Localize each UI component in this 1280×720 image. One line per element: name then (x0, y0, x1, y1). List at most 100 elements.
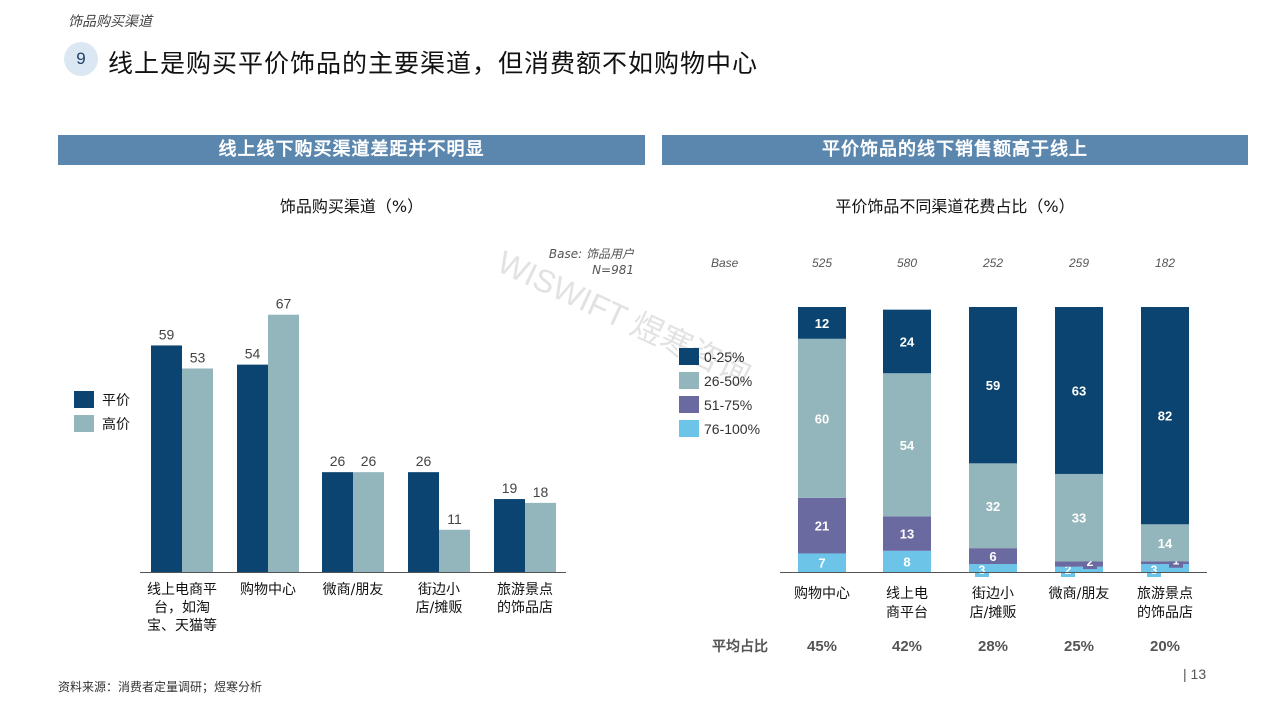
base-value: 252 (982, 256, 1003, 270)
segment-value-label: 13 (900, 527, 914, 542)
average-share-value: 25% (1064, 638, 1094, 655)
legend-swatch (74, 415, 94, 432)
bar-value-label: 67 (276, 296, 292, 312)
bar-value-label: 54 (245, 346, 261, 362)
bar-premium (439, 529, 470, 572)
segment-value-label: 7 (818, 556, 825, 571)
bar-affordable (151, 345, 182, 572)
segment-value-box (1147, 562, 1161, 577)
stack-segment (1055, 566, 1103, 572)
category-label: 微商/朋友 (1049, 586, 1110, 602)
stack-segment (969, 548, 1017, 565)
bar-premium (353, 472, 384, 572)
base-value: 182 (1155, 256, 1175, 270)
segment-value-label: 54 (900, 438, 915, 453)
category-label: 街边小店/摊贩 (970, 586, 1017, 621)
legend-label: 0-25% (704, 349, 744, 365)
stack-segment (798, 553, 846, 572)
stack-segment (1141, 564, 1189, 572)
segment-value-label: 8 (903, 554, 910, 569)
segment-value-label: 2 (1065, 563, 1072, 577)
stack-segment (1055, 473, 1103, 562)
stack-segment (883, 550, 931, 572)
legend-label: 平价 (102, 393, 130, 409)
right-section-banner: 平价饰品的线下销售额高于线上 (662, 135, 1248, 165)
category-label: 街边小店/摊贩 (416, 582, 463, 616)
bar-premium (268, 314, 299, 572)
bar-affordable (494, 499, 525, 572)
bar-value-label: 53 (190, 349, 206, 365)
category-label: 购物中心 (240, 582, 296, 598)
segment-value-label: 3 (1151, 563, 1158, 577)
legend-swatch (679, 372, 699, 389)
stack-segment (1055, 561, 1103, 567)
segment-value-box (975, 562, 989, 577)
bar-value-label: 59 (159, 326, 175, 342)
segment-value-label: 59 (986, 378, 1000, 393)
segment-value-label: 12 (815, 316, 829, 331)
stack-segment (1055, 307, 1103, 474)
right-chart-title: 平价饰品不同渠道花费占比（%） (835, 197, 1075, 216)
bar-value-label: 11 (447, 511, 462, 527)
average-share-label: 平均占比 (712, 638, 768, 655)
bar-value-label: 26 (416, 453, 432, 469)
average-share-value: 28% (978, 638, 1008, 655)
segment-value-label: 33 (1072, 511, 1086, 526)
category-label: 购物中心 (794, 586, 850, 602)
average-share-value: 45% (807, 638, 837, 655)
category-label: 旅游景点的饰品店 (1137, 586, 1193, 621)
base-label: Base: 饰品用户 (549, 247, 635, 261)
legend-label: 高价 (102, 416, 130, 433)
bar-value-label: 26 (330, 453, 346, 469)
segment-value-label: 63 (1072, 383, 1086, 398)
segment-value-label: 21 (815, 519, 829, 534)
source-note: 资料来源：消费者定量调研；煜寒分析 (58, 680, 263, 694)
average-share-value: 42% (892, 638, 922, 655)
stack-segment (969, 463, 1017, 549)
left-chart-title: 饰品购买渠道（%） (279, 197, 424, 216)
segment-value-label: 6 (989, 549, 996, 564)
segment-value-label: 60 (815, 411, 829, 426)
left-section-banner: 线上线下购买渠道差距并不明显 (58, 135, 645, 165)
legend-label: 26-50% (704, 373, 752, 389)
segment-value-label: 2 (1087, 555, 1094, 569)
legend-swatch (679, 396, 699, 413)
stack-segment (1141, 307, 1189, 525)
category-label: 微商/朋友 (323, 582, 384, 598)
category-label: 线上电商平台 (886, 586, 928, 621)
bar-affordable (237, 364, 268, 572)
stack-segment (883, 309, 931, 374)
legend-swatch (679, 348, 699, 365)
segment-value-label: 82 (1158, 409, 1172, 424)
bar-value-label: 26 (361, 453, 377, 469)
base-value: 580 (897, 256, 917, 270)
base-value: 525 (812, 256, 832, 270)
category-label: 线上电商平台，如淘宝、天猫等 (147, 582, 217, 634)
bar-affordable (322, 472, 353, 572)
stack-segment (798, 307, 846, 339)
stack-segment (883, 516, 931, 551)
average-share-value: 20% (1150, 638, 1180, 655)
segment-value-label: 24 (900, 334, 915, 349)
segment-value-label: 3 (979, 563, 986, 577)
stack-segment (1141, 524, 1189, 562)
stack-segment (1141, 561, 1189, 565)
base-label: Base (711, 256, 739, 270)
category-label: 旅游景点的饰品店 (497, 582, 553, 616)
legend-label: 76-100% (704, 421, 760, 437)
breadcrumb: 饰品购买渠道 (68, 14, 152, 30)
bar-premium (182, 368, 213, 572)
stack-segment (883, 373, 931, 517)
slide-number-badge: 9 (64, 42, 98, 76)
bar-premium (525, 502, 556, 572)
bar-value-label: 19 (502, 480, 518, 496)
stack-segment (969, 564, 1017, 572)
segment-value-label: 14 (1158, 536, 1173, 551)
bar-value-label: 18 (533, 484, 549, 500)
page-number: | 13 (1183, 666, 1207, 682)
base-value: 259 (1068, 256, 1089, 270)
legend-swatch (74, 391, 94, 408)
stack-segment (969, 307, 1017, 464)
n-label: N=981 (592, 263, 634, 277)
